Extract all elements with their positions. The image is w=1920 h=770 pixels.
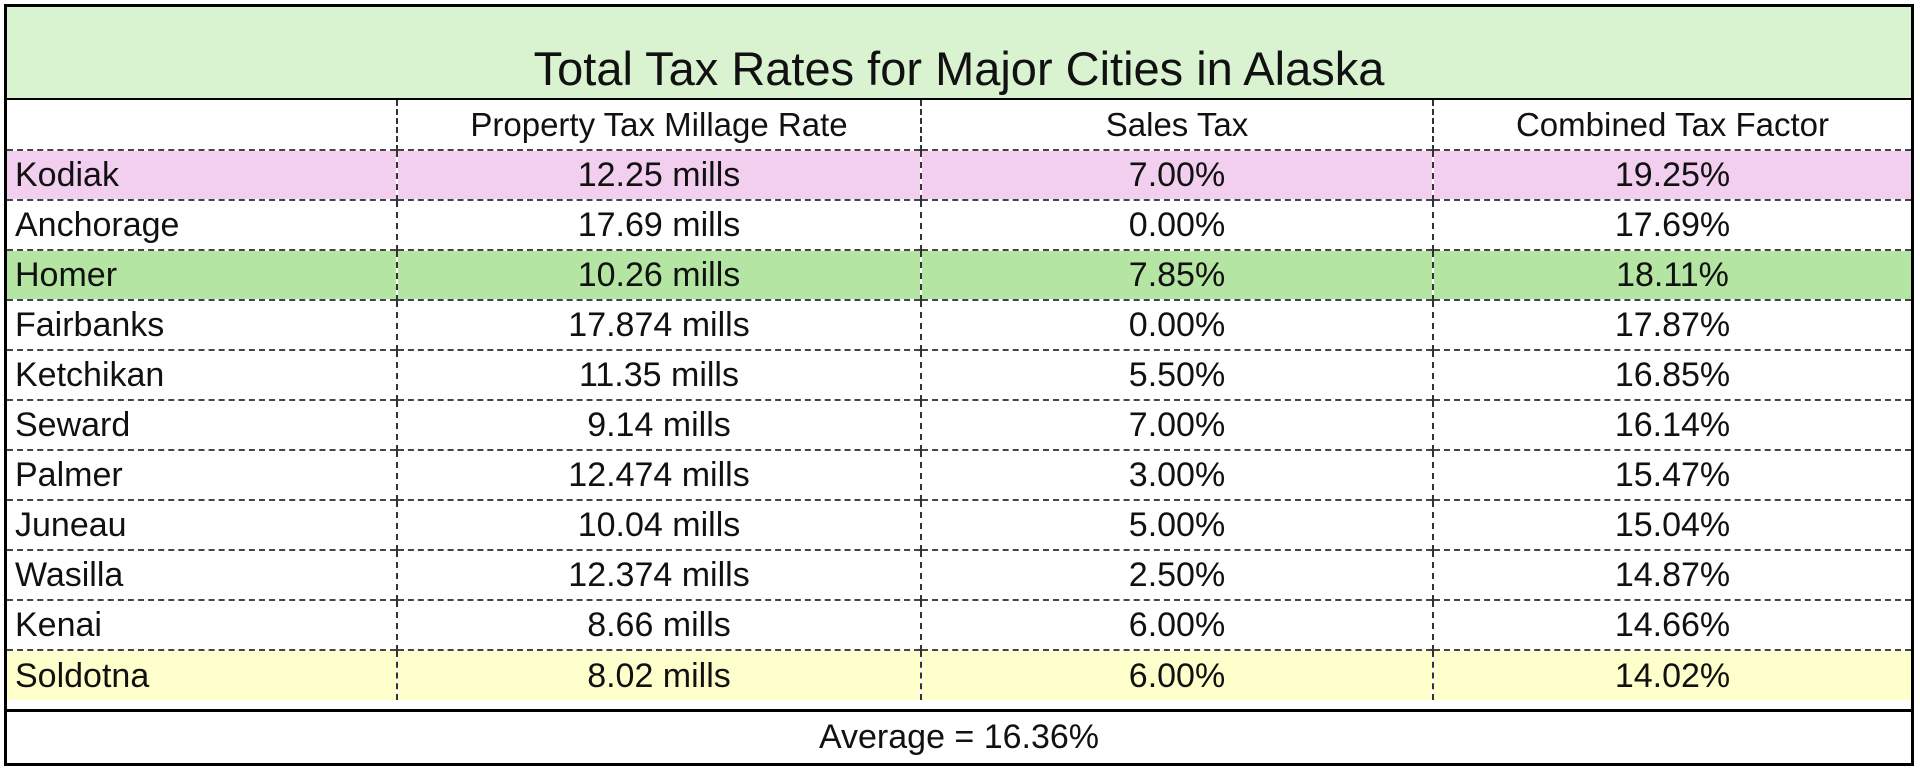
- table-title: Total Tax Rates for Major Cities in Alas…: [533, 42, 1385, 95]
- tax-rate-table: Total Tax Rates for Major Cities in Alas…: [4, 4, 1914, 766]
- millage-cell: 17.69 mills: [396, 199, 921, 250]
- header-combined: Combined Tax Factor: [1432, 100, 1911, 150]
- city-cell: Kodiak: [7, 149, 397, 200]
- table-row: Juneau 10.04 mills 5.00% 15.04%: [7, 499, 1911, 550]
- millage-cell: 9.14 mills: [396, 399, 921, 450]
- sales-tax-cell: 5.00%: [920, 499, 1433, 550]
- table-row: Palmer 12.474 mills 3.00% 15.47%: [7, 449, 1911, 500]
- table-row: Anchorage 17.69 mills 0.00% 17.69%: [7, 199, 1911, 250]
- table-row: Kenai 8.66 mills 6.00% 14.66%: [7, 599, 1911, 650]
- sales-tax-cell: 0.00%: [920, 299, 1433, 350]
- sales-tax-cell: 7.00%: [920, 149, 1433, 200]
- millage-cell: 8.66 mills: [396, 599, 921, 650]
- table-row: Kodiak 12.25 mills 7.00% 19.25%: [7, 149, 1911, 200]
- table-row: Ketchikan 11.35 mills 5.50% 16.85%: [7, 349, 1911, 400]
- city-cell: Soldotna: [7, 649, 397, 700]
- combined-cell: 15.04%: [1432, 499, 1911, 550]
- sales-tax-cell: 6.00%: [920, 649, 1433, 700]
- sales-tax-cell: 0.00%: [920, 199, 1433, 250]
- table-row: Soldotna 8.02 mills 6.00% 14.02%: [7, 649, 1911, 700]
- city-cell: Juneau: [7, 499, 397, 550]
- combined-cell: 17.69%: [1432, 199, 1911, 250]
- table-row: Fairbanks 17.874 mills 0.00% 17.87%: [7, 299, 1911, 350]
- combined-cell: 19.25%: [1432, 149, 1911, 200]
- average-text: Average = 16.36%: [818, 718, 1100, 756]
- millage-cell: 10.04 mills: [396, 499, 921, 550]
- millage-cell: 10.26 mills: [396, 249, 921, 300]
- combined-cell: 16.14%: [1432, 399, 1911, 450]
- millage-cell: 8.02 mills: [396, 649, 921, 700]
- table-row: Wasilla 12.374 mills 2.50% 14.87%: [7, 549, 1911, 600]
- combined-cell: 14.02%: [1432, 649, 1911, 700]
- combined-cell: 14.87%: [1432, 549, 1911, 600]
- city-cell: Homer: [7, 249, 397, 300]
- combined-cell: 16.85%: [1432, 349, 1911, 400]
- sales-tax-cell: 2.50%: [920, 549, 1433, 600]
- millage-cell: 11.35 mills: [396, 349, 921, 400]
- sales-tax-cell: 6.00%: [920, 599, 1433, 650]
- combined-cell: 15.47%: [1432, 449, 1911, 500]
- combined-cell: 18.11%: [1432, 249, 1911, 300]
- city-cell: Wasilla: [7, 549, 397, 600]
- millage-cell: 17.874 mills: [396, 299, 921, 350]
- sales-tax-cell: 7.00%: [920, 399, 1433, 450]
- city-cell: Kenai: [7, 599, 397, 650]
- header-millage: Property Tax Millage Rate: [396, 100, 921, 150]
- table-title-bar: Total Tax Rates for Major Cities in Alas…: [7, 7, 1911, 100]
- city-cell: Anchorage: [7, 199, 397, 250]
- table-row: Homer 10.26 mills 7.85% 18.11%: [7, 249, 1911, 300]
- city-cell: Ketchikan: [7, 349, 397, 400]
- city-cell: Seward: [7, 399, 397, 450]
- table-row: Seward 9.14 mills 7.00% 16.14%: [7, 399, 1911, 450]
- header-row: Property Tax Millage Rate Sales Tax Comb…: [7, 100, 1911, 150]
- combined-cell: 17.87%: [1432, 299, 1911, 350]
- millage-cell: 12.374 mills: [396, 549, 921, 600]
- sales-tax-cell: 3.00%: [920, 449, 1433, 500]
- header-city: [7, 100, 397, 150]
- tax-table: Property Tax Millage Rate Sales Tax Comb…: [7, 100, 1911, 700]
- sales-tax-cell: 7.85%: [920, 249, 1433, 300]
- combined-cell: 14.66%: [1432, 599, 1911, 650]
- millage-cell: 12.474 mills: [396, 449, 921, 500]
- millage-cell: 12.25 mills: [396, 149, 921, 200]
- city-cell: Fairbanks: [7, 299, 397, 350]
- header-sales-tax: Sales Tax: [920, 100, 1433, 150]
- average-row: Average = 16.36%: [7, 709, 1911, 763]
- city-cell: Palmer: [7, 449, 397, 500]
- sales-tax-cell: 5.50%: [920, 349, 1433, 400]
